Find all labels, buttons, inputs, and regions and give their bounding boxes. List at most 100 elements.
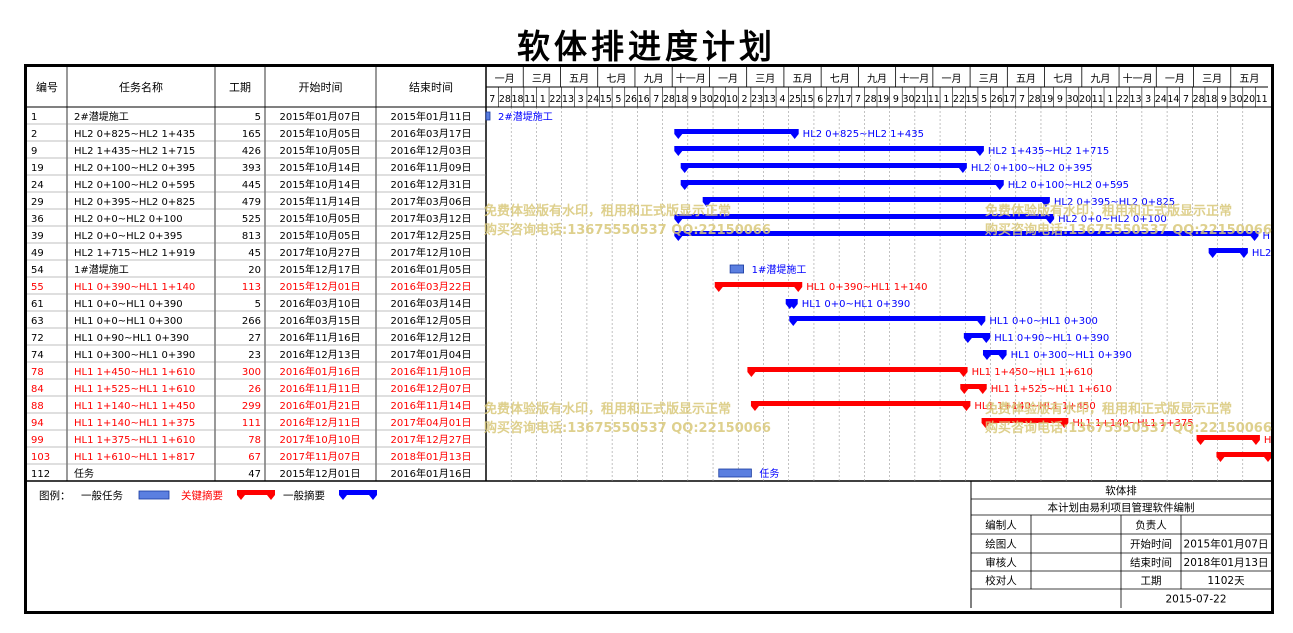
summary-bar: [1208, 248, 1248, 258]
day-label: 27: [827, 94, 839, 105]
month-label: 三月: [979, 73, 999, 85]
task-name: HL2 0+100~HL2 0+595: [74, 180, 195, 191]
task-id: 24: [31, 180, 44, 191]
month-label: 一月: [495, 73, 515, 85]
task-end: 2016年03月14日: [391, 297, 472, 310]
task-bar: [485, 111, 491, 121]
day-label: 30: [902, 94, 914, 105]
day-label: 20: [713, 94, 725, 105]
task-end: 2016年12月05日: [391, 314, 472, 327]
legend-normal-swatch: [339, 490, 377, 500]
bar-label: HL1 1+140~HL1 1+450: [974, 401, 1095, 412]
bar-label: HL1 0+90~HL1 0+390: [994, 333, 1109, 344]
legend-critical-summary: 关键摘要: [181, 489, 223, 502]
task-start: 2015年10月05日: [280, 229, 361, 242]
day-label: 20: [1243, 94, 1255, 105]
task-duration: 165: [242, 129, 261, 140]
task-id: 2: [31, 129, 37, 140]
task-end: 2017年03月06日: [391, 195, 472, 208]
bar-label: HL1 1+525~HL1 1+610: [991, 384, 1112, 395]
legend-task-swatch: [138, 490, 170, 500]
summary-bar: [785, 299, 798, 309]
timeline-header: 一月 三月 五月 七月 九月 十一月 一月 三月 五月 七月 九月 十一月 一月 三月 五月 七月 九月 十一月一…: [485, 67, 1271, 108]
day-label: 4: [779, 94, 785, 105]
summary-bar: [981, 418, 1069, 428]
task-id: 29: [31, 197, 44, 208]
task-end: 2016年12月07日: [391, 382, 472, 395]
summary-bar: [674, 146, 984, 156]
task-id: 88: [31, 401, 44, 412]
task-duration: 5: [255, 112, 261, 123]
task-end: 2016年12月31日: [391, 178, 472, 191]
task-start: 2016年03月15日: [280, 314, 361, 327]
task-name: HL1 1+450~HL1 1+610: [74, 367, 195, 378]
gantt-frame: 编号 任务名称 工期 开始时间 结束时间 1 2#潜堤施工 5 2015年01月07日 2015年…: [24, 64, 1293, 614]
task-id: 103: [31, 452, 50, 463]
task-duration: 479: [242, 197, 261, 208]
bar-label: HL1 0+0~HL1 0+300: [989, 316, 1098, 327]
month-label: 七月: [606, 73, 626, 85]
bar-label: 2#潜堤施工: [498, 110, 553, 123]
day-label: 1: [1107, 94, 1113, 105]
info-note: 本计划由易利项目管理软件编制: [1048, 501, 1195, 514]
task-start: 2017年10月10日: [280, 433, 361, 446]
month-label: 七月: [1053, 73, 1073, 85]
info-checker-label: 校对人: [985, 574, 1017, 587]
bar-label: 任务: [759, 467, 779, 480]
bar-label: HL2 0+100~HL2 0+395: [971, 163, 1092, 174]
task-start: 2016年01月21日: [280, 399, 361, 412]
gantt-bars: 2#潜堤施工 HL2 0+825~HL2 1+435 HL2 1+435~HL2 1…: [485, 110, 1293, 480]
task-duration: 67: [248, 452, 261, 463]
bar-label: HL2 1+435~HL2 1+715: [988, 146, 1109, 157]
day-label: 3: [1145, 94, 1151, 105]
day-label: 15: [966, 94, 978, 105]
task-duration: 26: [248, 384, 261, 395]
bar-label: HL1 1+375~HL1 1+610: [1264, 435, 1271, 446]
task-bar: [729, 264, 744, 274]
info-end-label: 结束时间: [1130, 556, 1172, 569]
day-label: 18: [1205, 94, 1217, 105]
day-label: 5: [615, 94, 621, 105]
task-end: 2017年01月04日: [391, 348, 472, 361]
day-label: 19: [877, 94, 889, 105]
day-label: 28: [499, 94, 511, 105]
task-start: 2017年11月07日: [280, 450, 361, 463]
task-name: HL2 0+0~HL2 0+395: [74, 231, 183, 242]
task-start: 2015年11月14日: [280, 195, 361, 208]
bar-label: HL1 0+0~HL1 0+390: [802, 299, 911, 310]
bar-label: HL1 0+390~HL1 1+140: [806, 282, 927, 293]
day-label: 26: [991, 94, 1003, 105]
month-label: 九月: [867, 73, 887, 85]
task-name: HL2 0+100~HL2 0+395: [74, 163, 195, 174]
task-start: 2016年11月16日: [280, 331, 361, 344]
info-drawer-label: 绘图人: [985, 538, 1017, 551]
task-duration: 426: [242, 146, 261, 157]
task-name: HL1 0+390~HL1 1+140: [74, 282, 195, 293]
summary-bar: [750, 401, 971, 411]
task-id: 84: [31, 384, 44, 395]
summary-bar: [674, 231, 1259, 241]
day-label: 23: [751, 94, 763, 105]
page-title: 软体排进度计划: [517, 27, 776, 66]
task-name: HL1 1+140~HL1 1+450: [74, 401, 195, 412]
bar-label: 1#潜堤施工: [752, 263, 807, 276]
day-label: 28: [663, 94, 675, 105]
day-label: 9: [893, 94, 899, 105]
task-id: 49: [31, 248, 44, 259]
month-label: 五月: [1016, 73, 1036, 85]
info-duration-label: 工期: [1141, 575, 1162, 587]
task-duration: 45: [248, 248, 261, 259]
task-id: 74: [31, 350, 44, 361]
task-duration: 23: [248, 350, 261, 361]
task-duration: 445: [242, 180, 261, 191]
bar-label: HL2 0+825~HL2 1+435: [803, 129, 924, 140]
day-label: 11: [524, 94, 536, 105]
task-duration: 111: [242, 418, 261, 429]
month-label: 五月: [569, 73, 589, 85]
bar-label: HL1 1+140~HL1 1+375: [1072, 418, 1193, 429]
task-name: HL1 0+90~HL1 0+390: [74, 333, 189, 344]
task-start: 2015年10月14日: [280, 161, 361, 174]
grid-lines: [27, 67, 1271, 482]
